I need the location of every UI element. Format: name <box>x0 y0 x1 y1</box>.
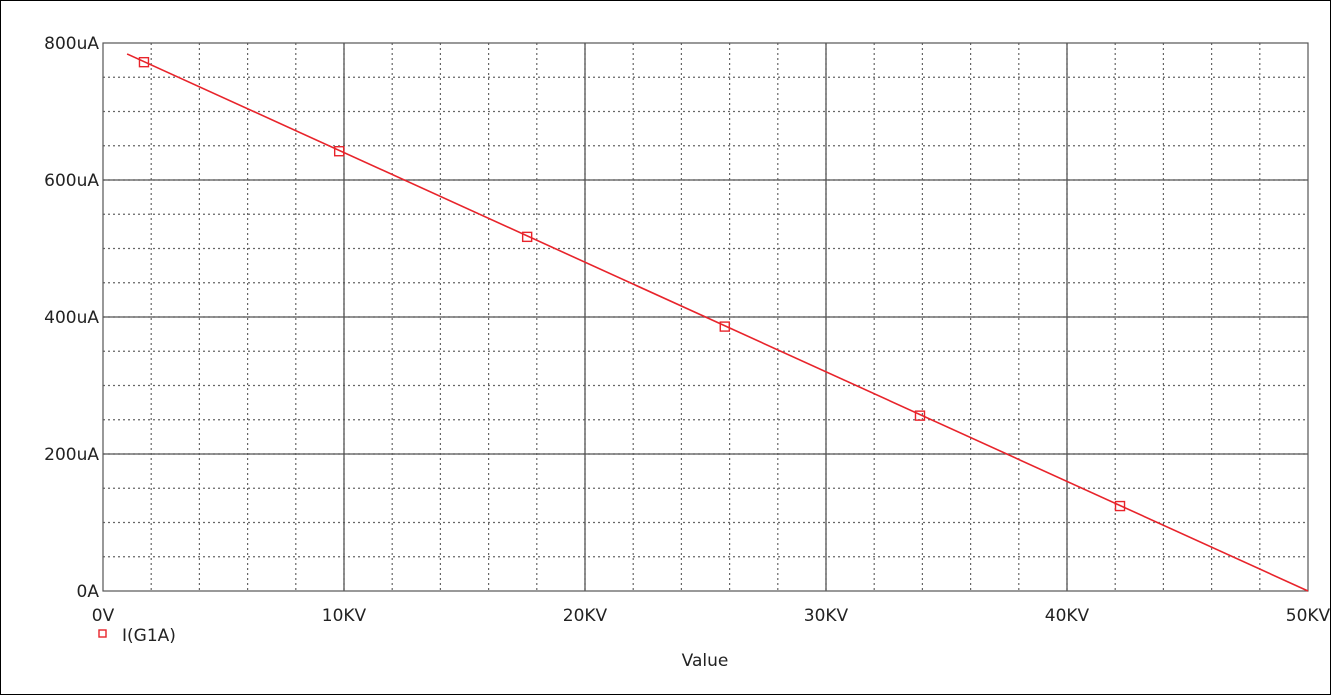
y-tick-labels: 0A 200uA 400uA 600uA 800uA <box>44 34 99 602</box>
x-tick-labels: 0V 10KV 20KV 30KV 40KV 50KV <box>92 606 1331 626</box>
plot-area-border <box>102 42 1309 592</box>
x-axis-label: Value <box>682 651 729 671</box>
data-point-marker <box>138 56 150 68</box>
legend-marker-square <box>98 629 107 638</box>
x-tick-label: 50KV <box>1286 606 1331 626</box>
series-layer <box>126 53 1309 592</box>
x-tick-label: 10KV <box>322 606 367 626</box>
data-point-marker <box>1114 500 1126 512</box>
data-point-marker <box>521 231 533 243</box>
x-tick-label: 30KV <box>804 606 849 626</box>
data-point-marker <box>333 146 345 157</box>
y-tick-label: 400uA <box>44 308 99 328</box>
minor-grid <box>103 43 1308 591</box>
series-line <box>126 53 1309 592</box>
y-tick-label: 600uA <box>44 171 99 191</box>
y-tick-label: 200uA <box>44 445 99 465</box>
legend-label: I(G1A) <box>122 626 176 646</box>
y-tick-label: 0A <box>77 582 100 602</box>
x-tick-label: 40KV <box>1045 606 1090 626</box>
data-point-marker <box>914 410 926 421</box>
x-tick-label: 20KV <box>563 606 608 626</box>
legend: I(G1A) <box>98 626 176 646</box>
x-tick-label: 0V <box>92 606 115 626</box>
y-tick-label: 800uA <box>44 34 99 54</box>
data-point-marker <box>719 321 730 332</box>
